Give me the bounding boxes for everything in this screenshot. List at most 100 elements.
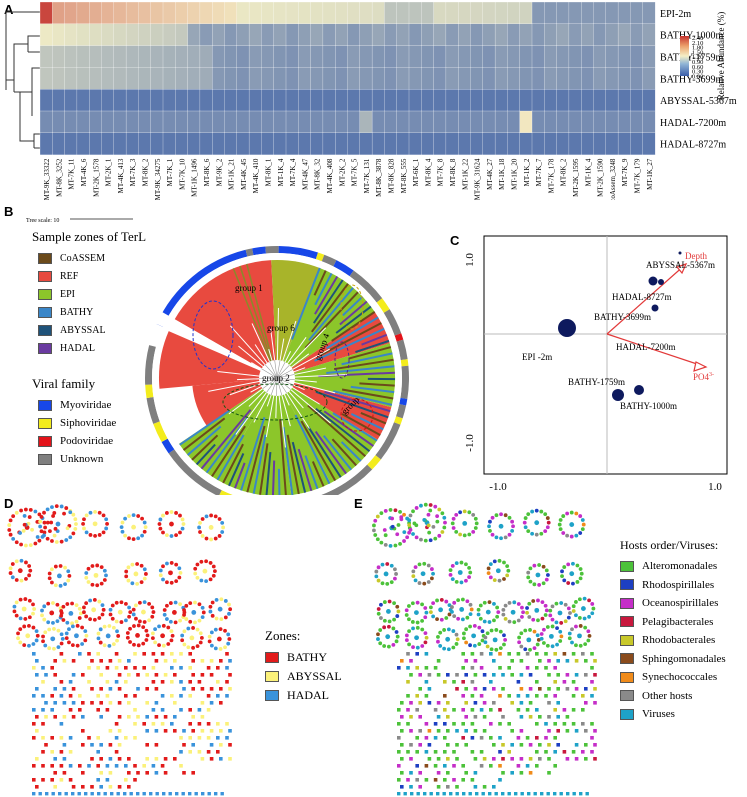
network-node (68, 708, 73, 712)
network-node (533, 792, 537, 796)
tree-clade (271, 260, 320, 378)
network-node (408, 513, 413, 518)
network-node (28, 507, 33, 512)
network-node (228, 743, 232, 747)
network-node (420, 644, 425, 648)
network-node (424, 736, 429, 740)
viral-family-ring-segment (168, 449, 222, 495)
heatmap-cell (556, 110, 570, 134)
network-node (191, 626, 195, 630)
network-node (572, 792, 576, 796)
viral-family-ring-segment (145, 384, 154, 399)
heatmap-cell (199, 132, 213, 156)
network-node (226, 632, 231, 637)
heatmap-cell (39, 89, 53, 112)
heatmap-cell (421, 132, 435, 156)
network-node (200, 605, 205, 610)
network-node (90, 687, 94, 691)
network-node (7, 523, 12, 527)
network-node (53, 583, 58, 588)
network-node (127, 715, 131, 719)
heatmap-cell (285, 1, 299, 25)
network-node (200, 757, 205, 761)
network-node (454, 642, 459, 646)
network-node (136, 514, 141, 518)
network-node (99, 659, 103, 663)
network-node (459, 580, 464, 585)
network-node (494, 647, 499, 652)
network-node (88, 598, 93, 603)
network-node (78, 708, 82, 712)
network-node (424, 764, 429, 768)
heatmap-cell (101, 1, 115, 25)
network-node (530, 531, 535, 536)
tree-clade (277, 378, 378, 484)
network-node (507, 515, 512, 520)
network-node (556, 673, 560, 677)
network-node (538, 687, 542, 691)
network-node (18, 531, 22, 535)
network-node (37, 512, 42, 517)
network-node (84, 571, 89, 575)
network-node (182, 612, 186, 617)
tree-scale-label: Tree scale: 10 (26, 218, 59, 224)
network-hub-node (383, 571, 389, 577)
network-node (535, 750, 539, 754)
network-node (136, 643, 141, 648)
network-hub-node (414, 610, 419, 616)
network-node (590, 680, 594, 684)
network-node (395, 614, 400, 618)
heatmap-cell (39, 1, 53, 25)
tree-branch (182, 417, 226, 451)
network-node (204, 514, 209, 519)
heatmap-column-label: MT-4K_408 (326, 158, 334, 193)
network-node (528, 673, 533, 677)
tree-inner-branch (288, 374, 347, 378)
heatmap-cell (519, 45, 533, 68)
network-node (53, 659, 57, 663)
tree-branch (291, 267, 321, 340)
network-node (581, 522, 586, 527)
network-node (571, 722, 576, 726)
network-node (45, 792, 49, 796)
network-node (16, 636, 20, 641)
network-hub-node (169, 521, 174, 527)
network-node (154, 743, 159, 747)
heatmap-cell (556, 132, 570, 156)
tree-inner-branch (276, 308, 279, 367)
network-node (136, 623, 141, 628)
network-node (145, 757, 149, 761)
heatmap-cell (445, 1, 459, 25)
network-node (99, 687, 103, 691)
network-node (586, 629, 591, 634)
network-node (61, 604, 66, 609)
heatmap-cell (408, 67, 422, 90)
network-node (534, 532, 539, 537)
network-node (522, 520, 527, 525)
network-node (415, 694, 419, 698)
po4-vector (606, 333, 707, 368)
tree-inner-branch (229, 325, 270, 370)
heatmap-column-label: MT-8K_2 (142, 158, 150, 186)
network-node (70, 624, 75, 629)
network-node (543, 603, 548, 608)
network-node (56, 645, 61, 649)
network-node (160, 694, 165, 698)
tree-inner-branch (276, 360, 281, 379)
nete-legend-swatch (620, 671, 634, 683)
heatmap-cell (273, 1, 287, 25)
network-node (160, 680, 165, 684)
network-node (178, 618, 182, 623)
heatmap-cell (593, 23, 607, 47)
network-node (127, 536, 131, 541)
network-node (538, 715, 542, 719)
tree-branch (279, 419, 287, 495)
heatmap-cell (335, 45, 348, 68)
network-node (473, 771, 478, 775)
network-node (64, 538, 69, 542)
heatmap-cell (76, 23, 90, 47)
network-node (382, 644, 387, 648)
network-hub-node (49, 610, 55, 616)
network-node (420, 602, 424, 607)
heatmap-cell (138, 45, 152, 68)
